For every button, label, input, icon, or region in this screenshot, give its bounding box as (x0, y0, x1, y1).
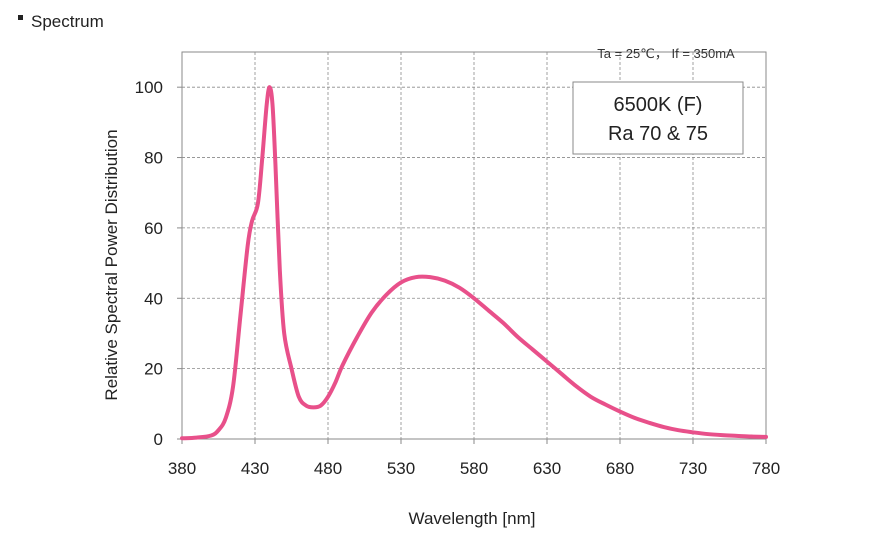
x-tick-label: 730 (679, 459, 707, 478)
series-line (180, 85, 768, 441)
annotation-frame (572, 81, 744, 155)
y-tick-label: 100 (135, 78, 163, 97)
x-axis-label: Wavelength [nm] (409, 509, 536, 528)
x-tick-label: 430 (241, 459, 269, 478)
section-title: Spectrum (31, 12, 104, 31)
x-tick-label: 480 (314, 459, 342, 478)
annotation-box: 6500K (F) Ra 70 & 75 (572, 81, 744, 155)
y-tick-labels: 0 20 40 60 80 100 (135, 78, 163, 449)
x-tick-label: 580 (460, 459, 488, 478)
x-tick-labels: 380 430 480 530 580 630 680 730 780 (168, 459, 780, 478)
annotation-line-2: Ra 70 & 75 (608, 123, 708, 145)
plot-area: 380 430 480 530 580 630 680 730 780 0 20 40 60 80 100 (135, 51, 780, 478)
x-tick-label: 780 (752, 459, 780, 478)
x-tick-label: 680 (606, 459, 634, 478)
y-tick-label: 80 (144, 149, 163, 168)
x-tick-label: 530 (387, 459, 415, 478)
x-tick-label: 380 (168, 459, 196, 478)
y-tick-label: 0 (154, 430, 163, 449)
y-tick-label: 40 (144, 289, 163, 308)
annotation-line-1: 6500K (F) (614, 94, 703, 116)
tick-marks (177, 86, 767, 444)
y-tick-label: 20 (144, 360, 163, 379)
y-axis-label: Relative Spectral Power Distribution (102, 129, 121, 400)
x-tick-label: 630 (533, 459, 561, 478)
measurement-conditions: Ta = 25℃， If = 350mA (597, 46, 735, 61)
y-tick-label: 60 (144, 219, 163, 238)
bullet-icon (18, 15, 23, 20)
